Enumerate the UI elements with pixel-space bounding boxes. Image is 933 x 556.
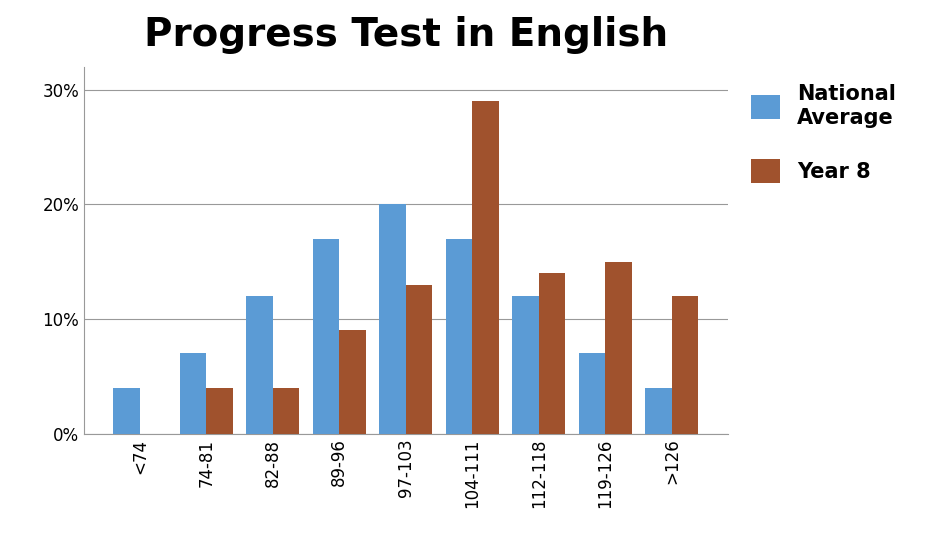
Bar — [672, 296, 699, 434]
Bar — [246, 296, 272, 434]
Bar — [446, 239, 472, 434]
Bar — [646, 388, 672, 434]
Bar — [578, 354, 606, 434]
Bar — [313, 239, 340, 434]
Bar — [512, 296, 539, 434]
Bar — [539, 273, 565, 434]
Bar — [606, 262, 632, 434]
Bar — [406, 285, 433, 434]
Bar — [180, 354, 206, 434]
Bar — [340, 330, 366, 434]
Legend: National
Average, Year 8: National Average, Year 8 — [751, 85, 896, 183]
Bar — [379, 204, 406, 434]
Bar — [272, 388, 299, 434]
Bar — [472, 101, 499, 434]
Bar — [206, 388, 233, 434]
Bar — [113, 388, 140, 434]
Title: Progress Test in English: Progress Test in English — [144, 16, 668, 54]
